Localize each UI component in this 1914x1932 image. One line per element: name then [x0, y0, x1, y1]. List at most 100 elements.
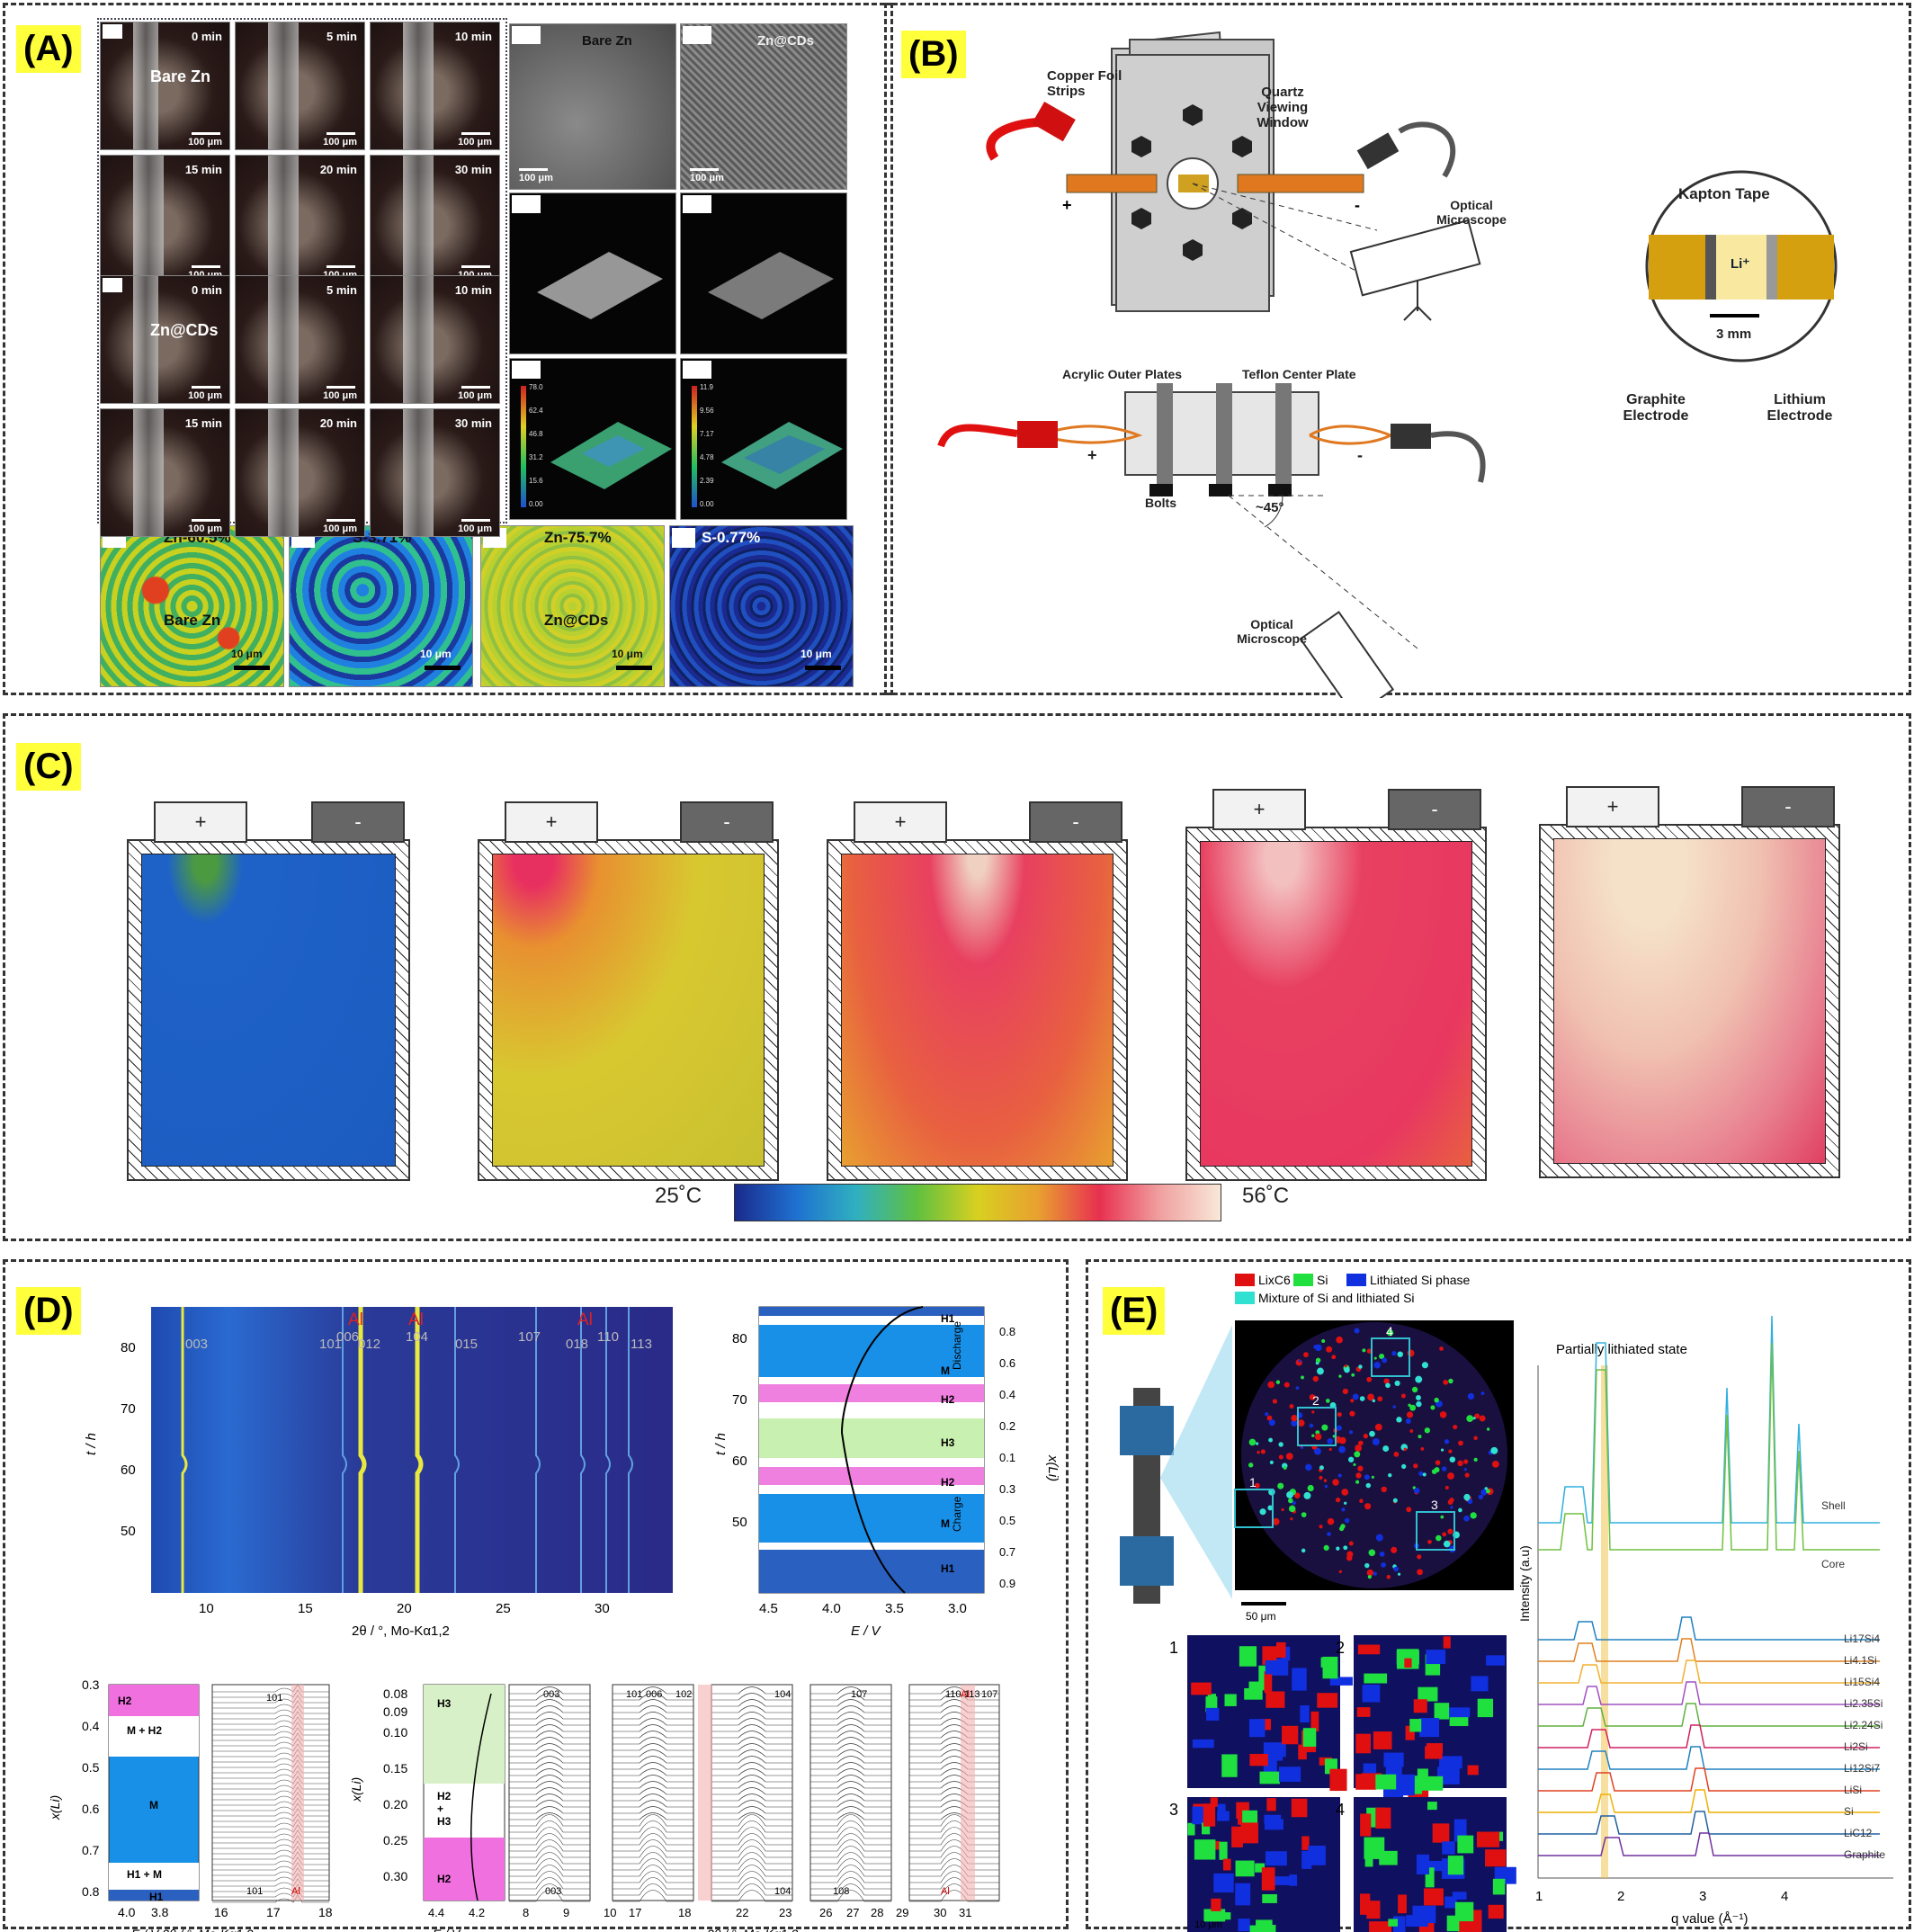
peak-label: 003 [543, 1689, 559, 1700]
voxel [1324, 1545, 1329, 1551]
y-tick: 60 [732, 1453, 747, 1469]
voxel [1355, 1328, 1360, 1334]
voxel [1321, 1425, 1328, 1431]
voxel [1291, 1415, 1297, 1421]
voxel [1358, 1645, 1380, 1655]
svg-text:+: + [1062, 196, 1072, 214]
voxel [1425, 1746, 1442, 1758]
voxel [1364, 1764, 1376, 1774]
voxel [1355, 1445, 1362, 1452]
voxel [1382, 1357, 1387, 1363]
voxel [1418, 1471, 1423, 1476]
colorbar-tick: 2.39 [700, 477, 714, 485]
voxel [1283, 1466, 1287, 1470]
voxel [1392, 1405, 1395, 1408]
voxel [1310, 1424, 1313, 1427]
y-tick: 0.10 [383, 1725, 407, 1740]
height-map-bare [509, 358, 676, 520]
voxel [1290, 1517, 1292, 1520]
bm-waterfall [909, 1685, 999, 1901]
voxel [1444, 1896, 1457, 1908]
x-tick: 18 [678, 1906, 691, 1919]
y-tick: 0.20 [383, 1797, 407, 1811]
voxel [1219, 1842, 1227, 1860]
y-tick: 50 [732, 1515, 747, 1530]
voxel [1433, 1823, 1450, 1842]
voxel [1311, 1410, 1314, 1413]
voxel [1463, 1516, 1470, 1522]
voxel [1349, 1430, 1353, 1434]
voxel [1343, 1545, 1347, 1550]
al-label: Al [408, 1310, 424, 1329]
voxel [1398, 1573, 1400, 1576]
al-highlight [698, 1685, 712, 1901]
voxel [1316, 1358, 1320, 1363]
voxel [1266, 1851, 1287, 1865]
voxel [1430, 1405, 1435, 1409]
bm-phase-label: + [437, 1802, 443, 1815]
y-axis-label: Intensity (a.u) [1517, 1545, 1532, 1622]
voxel [1468, 1393, 1474, 1400]
voxel [1341, 1489, 1348, 1496]
voxel [1221, 1754, 1237, 1776]
timelapse-frame: 20 min100 μm [235, 408, 365, 537]
voxel [1455, 1902, 1473, 1921]
x-tick: 26 [819, 1906, 832, 1919]
voxel [1266, 1798, 1275, 1811]
timelapse-frame: 30 min100 μm [370, 408, 500, 537]
voxel [1317, 1693, 1337, 1707]
series-label: Shell [1821, 1499, 1846, 1512]
voxel [1373, 1731, 1392, 1749]
phase-label: H2 [941, 1476, 955, 1489]
voxel [1338, 1446, 1346, 1453]
voxel [1398, 1894, 1407, 1913]
bl-phase-label: H1 [149, 1891, 164, 1903]
peak-label: 015 [455, 1337, 478, 1352]
voxel [1396, 1417, 1401, 1422]
voxel [1486, 1655, 1505, 1665]
voxel [1492, 1461, 1499, 1468]
voxel [1374, 1357, 1377, 1360]
sample-label: Bare Zn [150, 67, 210, 86]
positive-terminal: + [154, 801, 247, 843]
acrylic-label: Acrylic Outer Plates [1062, 367, 1182, 381]
voxel [1418, 1435, 1421, 1438]
voxel [1447, 1472, 1454, 1480]
eds-zn-cds: Zn-75.7% Zn@CDs 10 μm [480, 525, 665, 687]
voxel [1355, 1472, 1361, 1478]
x2-tick: 0.9 [999, 1577, 1015, 1590]
series-line [1538, 1725, 1880, 1748]
voxel [1244, 1688, 1263, 1700]
time-label: 30 min [455, 416, 492, 430]
voxel [1439, 1756, 1462, 1768]
voxel [1279, 1767, 1301, 1782]
voxel [1489, 1905, 1504, 1919]
time-label: 30 min [455, 163, 492, 176]
legend-label: Lithiated Si phase [1370, 1273, 1471, 1287]
voxel [1265, 1412, 1268, 1416]
thermal-map [1200, 841, 1472, 1167]
svg-text:-: - [1355, 196, 1360, 214]
voxel [1349, 1411, 1355, 1417]
y-axis-label: x(Li) [349, 1777, 363, 1802]
voxel [1350, 1399, 1354, 1402]
voxel [1406, 1418, 1411, 1424]
voxel [1327, 1438, 1333, 1445]
voxel [1442, 1841, 1454, 1854]
series-line [1538, 1704, 1880, 1726]
zoom-label: 1 [1169, 1639, 1178, 1657]
voxel [1424, 1888, 1444, 1905]
voxel [1332, 1479, 1338, 1485]
voxel [1414, 1699, 1427, 1713]
holder-bottom [1120, 1536, 1174, 1586]
voxel [1436, 1535, 1442, 1542]
voxel [1419, 1718, 1439, 1737]
voxel [1240, 1822, 1257, 1843]
voxel [1264, 1671, 1272, 1693]
series-label: Core [1821, 1558, 1845, 1570]
x-tick: 17 [266, 1905, 281, 1919]
voxel [1381, 1562, 1386, 1568]
time-label: 10 min [455, 283, 492, 297]
scale-label: 100 μm [323, 523, 357, 534]
y-tick: 70 [732, 1392, 747, 1408]
